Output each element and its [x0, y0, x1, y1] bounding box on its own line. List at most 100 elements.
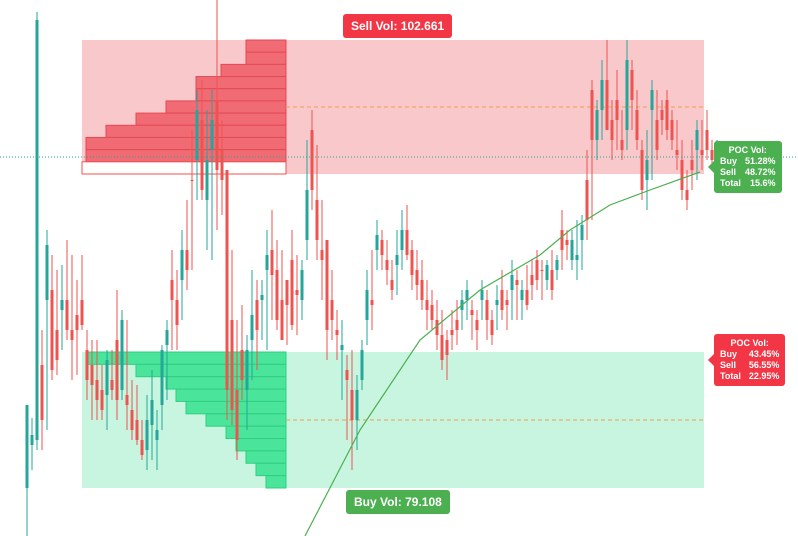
candle-body	[175, 300, 179, 325]
poc-sell-value: 48.72%	[745, 167, 776, 177]
candle-body	[345, 370, 349, 380]
candle-body	[325, 240, 329, 330]
candle-body	[390, 280, 394, 290]
candle-body	[660, 110, 664, 120]
candle-body	[295, 290, 299, 295]
candle-body	[100, 390, 104, 410]
candle-body	[415, 270, 419, 285]
candle-body	[240, 350, 244, 380]
candle-body	[645, 160, 649, 180]
candle-body	[675, 150, 679, 155]
candle-body	[705, 130, 709, 150]
candle-body	[610, 120, 614, 140]
buy-profile-bar	[225, 425, 287, 440]
candle-body	[475, 320, 479, 330]
candle-body	[455, 320, 459, 330]
poc-volume-box-buy-zone: POC Vol: Buy 51.28% Sell 48.72% Total 15.6%	[708, 141, 782, 193]
candle-body	[395, 255, 399, 265]
poc-total-value: 22.95%	[748, 371, 780, 381]
candle-body	[95, 380, 99, 400]
candle-body	[115, 340, 119, 400]
sell-profile-bar	[195, 88, 287, 102]
candle-body	[55, 330, 59, 360]
candle-body	[340, 345, 344, 350]
candle-body	[165, 330, 169, 345]
candle-body	[130, 410, 134, 430]
buy-profile-bar	[205, 413, 287, 427]
candle-body	[590, 90, 594, 140]
candle-body	[440, 335, 444, 360]
sell-profile-bar	[245, 39, 287, 53]
candle-body	[410, 250, 414, 275]
candle-body	[335, 330, 339, 335]
candle-body	[520, 290, 524, 300]
candle-body	[315, 200, 319, 240]
candle-body	[180, 250, 184, 280]
candle-body	[465, 290, 469, 300]
candle-body	[250, 315, 254, 340]
candle-body	[80, 300, 84, 325]
candle-body	[560, 230, 564, 250]
poc-sell-key: Sell	[720, 360, 737, 370]
candle-body	[655, 120, 659, 150]
candle-body	[640, 150, 644, 190]
candle-body	[650, 90, 654, 110]
candle-body	[275, 270, 279, 320]
candle-body	[235, 390, 239, 440]
candle-body	[170, 280, 174, 300]
poc-buy-value: 43.45%	[748, 349, 780, 359]
candle-body	[265, 255, 269, 270]
candle-body	[150, 400, 154, 425]
candle-body	[255, 300, 259, 330]
candle-body	[290, 260, 294, 325]
candle-body	[615, 100, 619, 120]
candle-body	[470, 310, 474, 315]
candle-body	[195, 110, 199, 160]
candle-body	[35, 20, 39, 440]
poc-buy-key: Buy	[720, 349, 738, 359]
buy-profile-bar	[265, 475, 287, 489]
candle-body	[695, 130, 699, 150]
sell-volume-label: Sell Vol: 102.661	[343, 14, 453, 38]
candle-body	[620, 140, 624, 150]
candle-body	[570, 240, 574, 260]
candle-body	[485, 300, 489, 320]
candle-body	[385, 260, 389, 270]
candle-body	[155, 430, 159, 440]
candle-body	[380, 240, 384, 255]
candle-body	[555, 260, 559, 270]
candle-body	[420, 280, 424, 300]
candle-body	[300, 270, 304, 300]
candle-body	[480, 290, 484, 300]
candle-body	[105, 360, 109, 395]
sell-profile-bar	[220, 63, 287, 78]
buy-profile-bar	[245, 450, 287, 464]
candle-body	[50, 290, 54, 370]
poc-total-key: Total	[720, 371, 741, 381]
candle-body	[280, 300, 284, 340]
candle-body	[30, 435, 34, 445]
candle-body	[540, 270, 544, 271]
candle-body	[215, 100, 219, 170]
sell-profile-bar	[165, 100, 287, 114]
candle-body	[550, 270, 554, 290]
poc-title: POC Vol:	[728, 145, 767, 155]
moving-average-line	[304, 171, 701, 536]
buy-profile-bar	[235, 438, 287, 452]
candle-body	[140, 440, 144, 455]
candle-body	[145, 420, 149, 450]
candle-body	[580, 225, 584, 240]
candle-body	[110, 380, 114, 390]
candle-body	[575, 255, 579, 260]
candle-body	[200, 120, 204, 190]
candle-body	[605, 80, 609, 130]
candle-body	[40, 365, 44, 420]
candle-body	[370, 300, 374, 305]
volume-zones	[81, 39, 704, 489]
poc-buy-value: 51.28%	[745, 156, 776, 166]
candle-body	[545, 265, 549, 280]
candle-body	[490, 320, 494, 335]
candle-body	[355, 390, 359, 420]
candle-body	[220, 150, 224, 180]
